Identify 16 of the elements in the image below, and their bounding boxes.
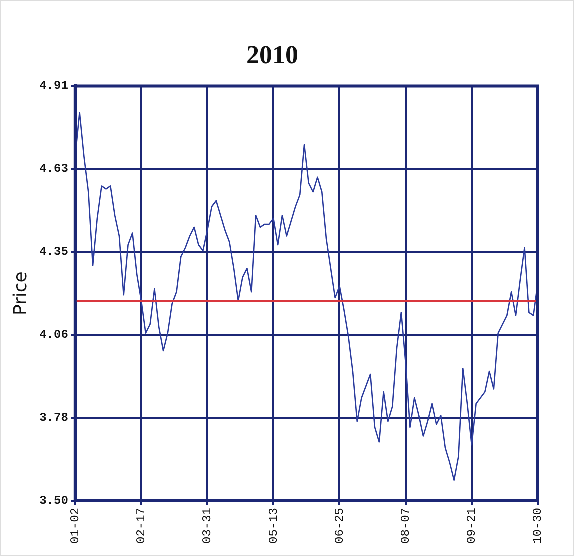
- y-tick-label: 4.06: [40, 328, 68, 342]
- x-tick-label: 01-02: [68, 508, 83, 544]
- y-axis-title: Price: [10, 272, 32, 316]
- x-tick-label: 10-30: [531, 508, 546, 544]
- y-tick-label: 3.78: [40, 411, 68, 426]
- y-tick-label: 3.50: [40, 494, 68, 508]
- y-tick-label: 4.63: [40, 162, 68, 176]
- x-tick-label: 05-13: [266, 508, 281, 544]
- x-tick-label: 08-07: [399, 508, 413, 544]
- chart-title: 2010: [246, 40, 298, 70]
- y-tick-label: 4.35: [40, 245, 68, 260]
- x-tick-label: 02-17: [134, 508, 149, 544]
- x-tick-label: 09-21: [465, 508, 480, 544]
- y-tick-label: 4.91: [40, 79, 68, 94]
- x-tick-label: 06-25: [332, 508, 347, 544]
- x-tick-label: 03-31: [200, 508, 215, 544]
